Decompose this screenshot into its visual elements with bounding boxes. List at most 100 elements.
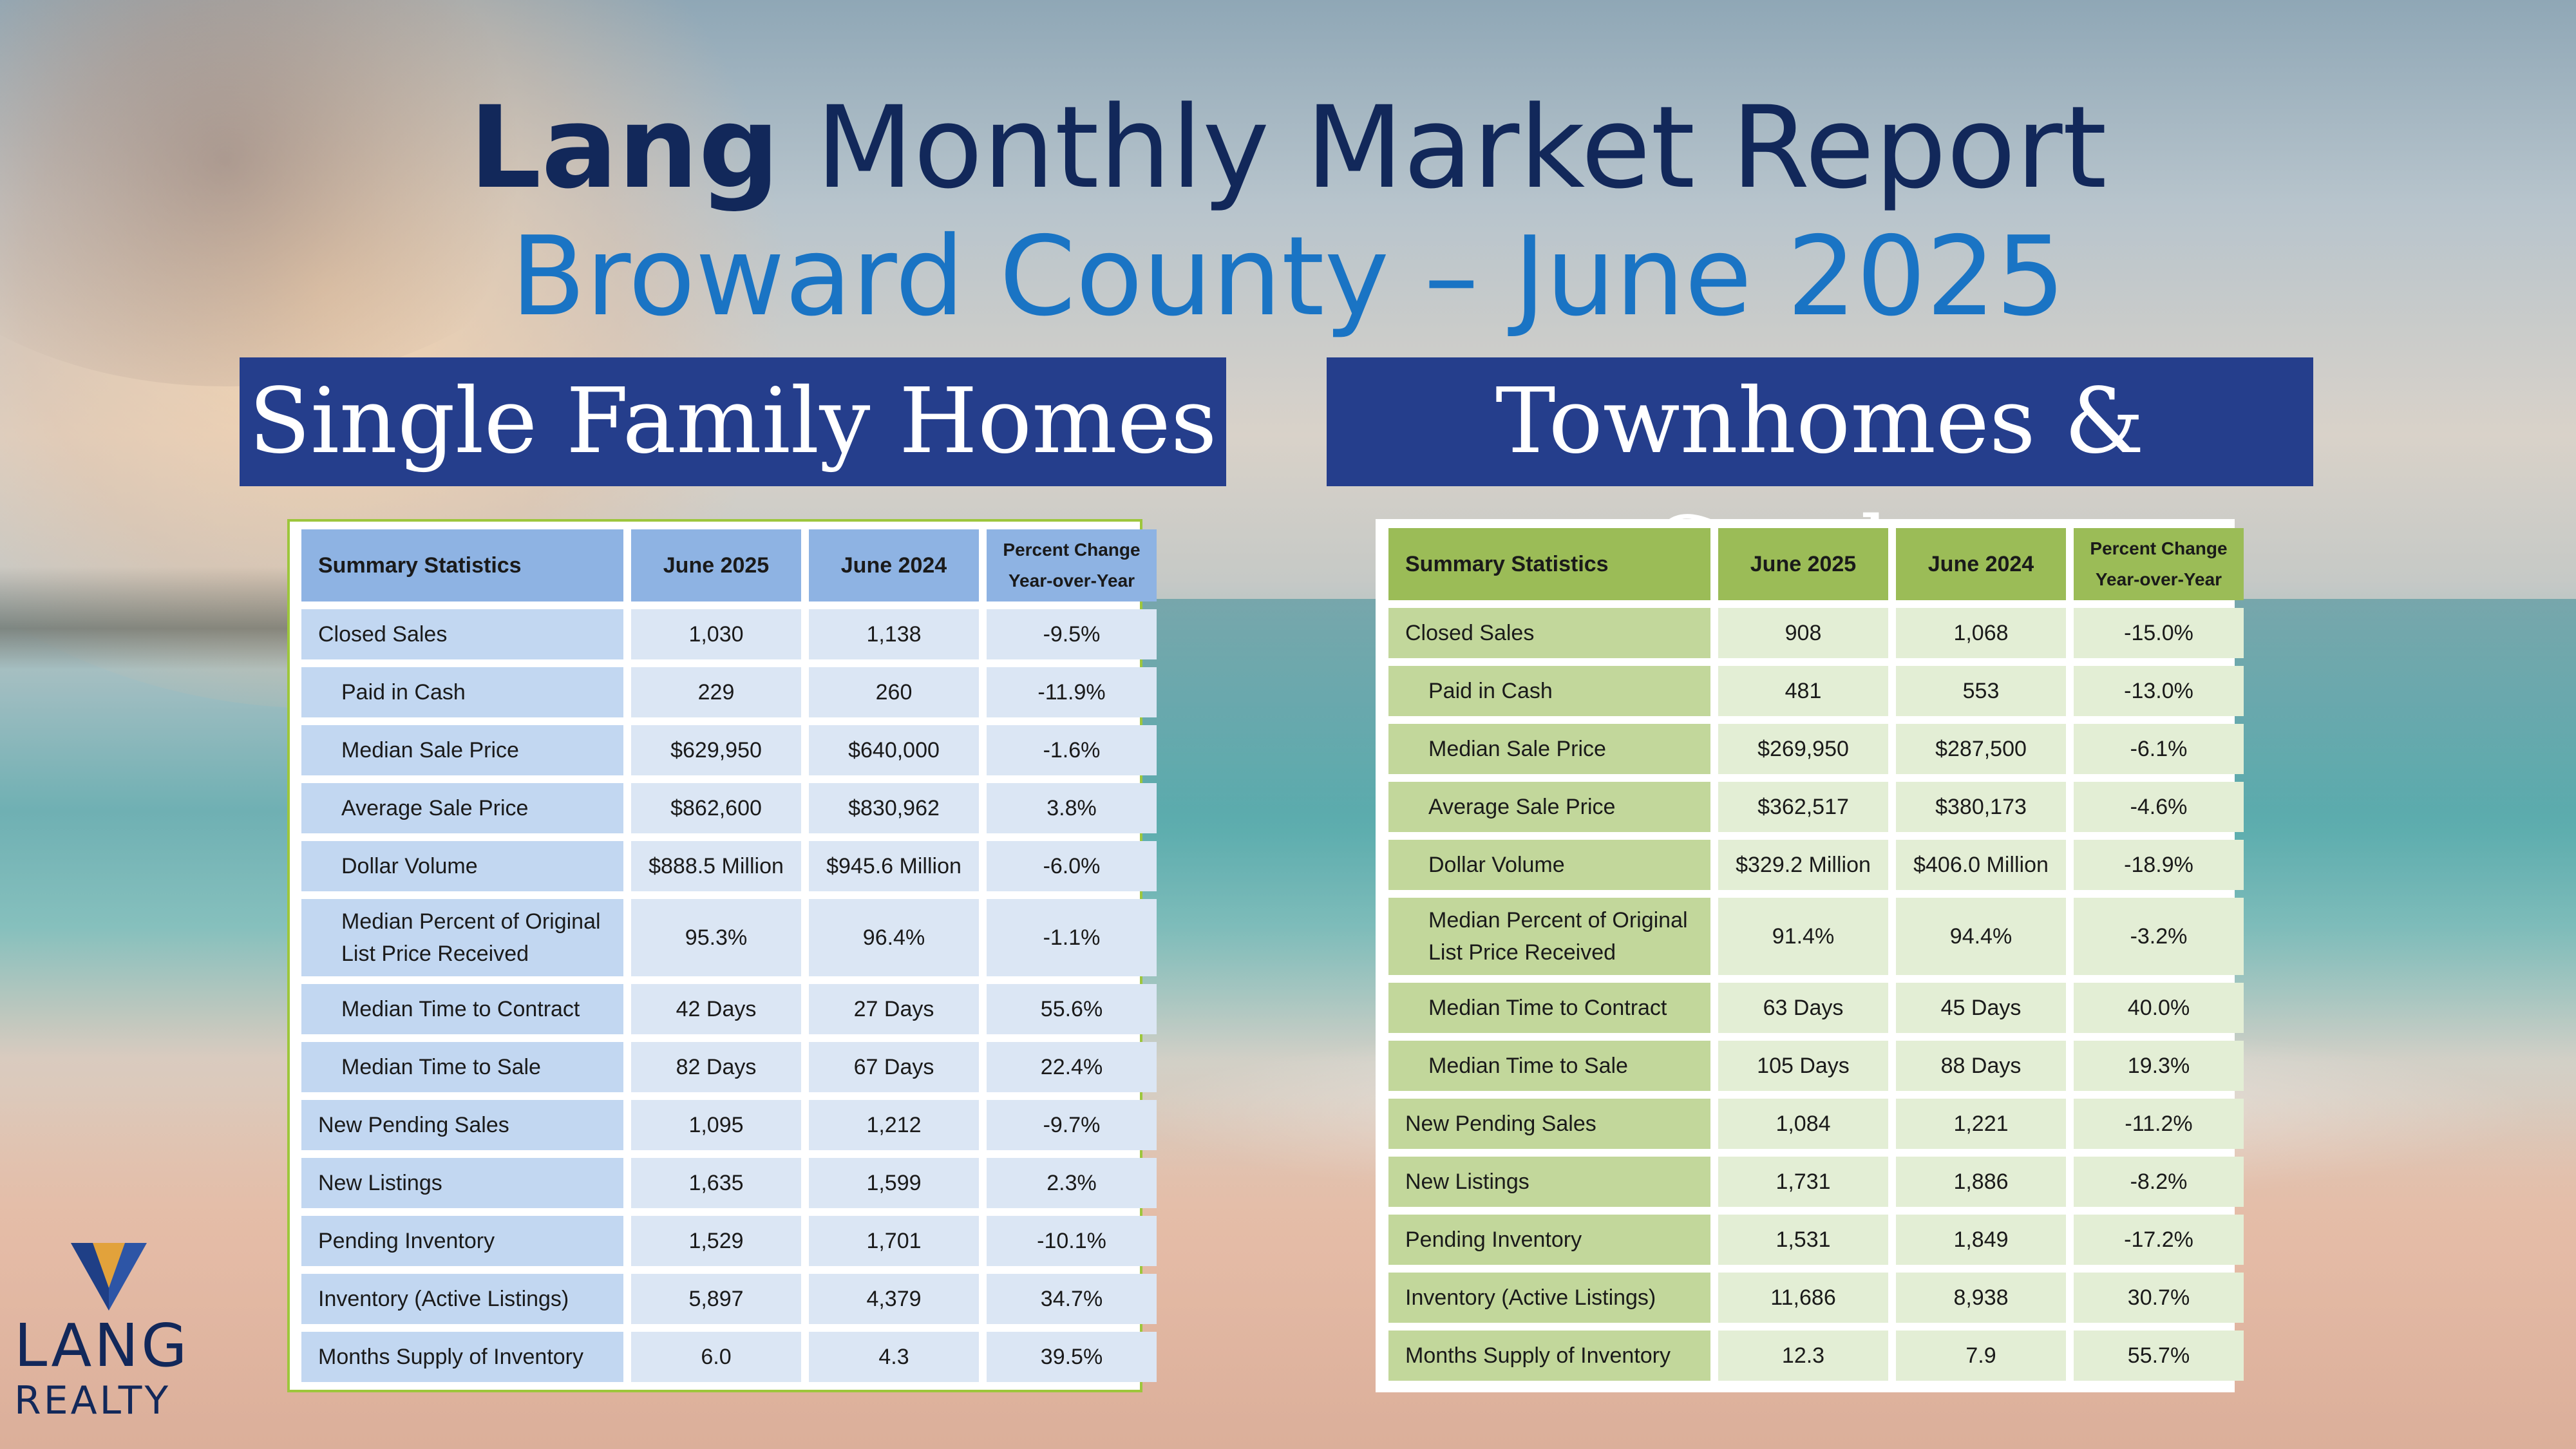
row-label: New Pending Sales (301, 1100, 623, 1150)
header-percent-change-line1: Percent Change (2090, 538, 2228, 558)
value-june-2024: 553 (1896, 666, 2066, 716)
value-percent-change: -1.6% (987, 725, 1157, 775)
table-row: Median Time to Contract 63 Days 45 Days 40.… (1385, 983, 2248, 1041)
value-percent-change: 55.7% (2074, 1331, 2244, 1381)
single-family-panel: Summary Statistics June 2025 June 2024 P… (287, 519, 1157, 1392)
value-percent-change: -4.6% (2074, 782, 2244, 832)
table-row: Months Supply of Inventory 6.0 4.3 39.5% (298, 1332, 1160, 1390)
value-june-2025: 1,084 (1718, 1099, 1888, 1149)
value-june-2025: 1,731 (1718, 1157, 1888, 1207)
header-percent-change: Percent Change Year-over-Year (987, 529, 1157, 601)
value-percent-change: 2.3% (987, 1158, 1157, 1208)
table-row: Paid in Cash 481 553 -13.0% (1385, 666, 2248, 724)
row-label-line2: List Price Received (1428, 940, 1616, 965)
value-june-2025: 63 Days (1718, 983, 1888, 1033)
row-label: New Pending Sales (1388, 1099, 1710, 1149)
header-summary-statistics: Summary Statistics (1388, 528, 1710, 600)
value-june-2025: 5,897 (631, 1274, 801, 1324)
table-row: Median Percent of Original List Price Rec… (1385, 898, 2248, 983)
value-june-2024: 7.9 (1896, 1331, 2066, 1381)
lang-realty-logo: LANG REALTY (14, 1243, 207, 1423)
value-june-2024: 260 (809, 667, 979, 717)
value-june-2025: $862,600 (631, 783, 801, 833)
value-june-2025: 1,531 (1718, 1215, 1888, 1265)
value-percent-change: -3.2% (2074, 898, 2244, 975)
table-row: Median Sale Price $269,950 $287,500 -6.1% (1385, 724, 2248, 782)
table-row: Closed Sales 1,030 1,138 -9.5% (298, 609, 1160, 667)
value-june-2024: $945.6 Million (809, 841, 979, 891)
row-label: Median Time to Contract (1388, 983, 1710, 1033)
row-label-line1: Median Percent of Original (341, 909, 601, 934)
row-label: Dollar Volume (1388, 840, 1710, 890)
table-row: Paid in Cash 229 260 -11.9% (298, 667, 1160, 725)
value-percent-change: -1.1% (987, 899, 1157, 976)
value-percent-change: 55.6% (987, 984, 1157, 1034)
table-row: Inventory (Active Listings) 11,686 8,938 30… (1385, 1273, 2248, 1331)
value-percent-change: -8.2% (2074, 1157, 2244, 1207)
header-summary-statistics: Summary Statistics (301, 529, 623, 601)
report-title-text: Monthly Market Report (815, 82, 2107, 214)
value-june-2024: 1,212 (809, 1100, 979, 1150)
value-june-2024: 4.3 (809, 1332, 979, 1382)
single-family-table: Summary Statistics June 2025 June 2024 P… (298, 529, 1160, 1390)
value-percent-change: 39.5% (987, 1332, 1157, 1382)
value-june-2024: $287,500 (1896, 724, 2066, 774)
value-june-2025: 1,030 (631, 609, 801, 659)
row-label-line1: Median Percent of Original (1428, 908, 1688, 933)
value-june-2024: 88 Days (1896, 1041, 2066, 1091)
table-row: Median Time to Sale 105 Days 88 Days 19.3% (1385, 1041, 2248, 1099)
table-row: New Listings 1,731 1,886 -8.2% (1385, 1157, 2248, 1215)
value-percent-change: -10.1% (987, 1216, 1157, 1266)
value-june-2025: 12.3 (1718, 1331, 1888, 1381)
logo-word-realty: REALTY (14, 1378, 171, 1423)
header-percent-change-line1: Percent Change (1003, 540, 1141, 560)
table-row: New Listings 1,635 1,599 2.3% (298, 1158, 1160, 1216)
value-june-2024: 27 Days (809, 984, 979, 1034)
table-header-row: Summary Statistics June 2025 June 2024 P… (1385, 528, 2248, 608)
value-june-2024: 1,221 (1896, 1099, 2066, 1149)
value-june-2025: $629,950 (631, 725, 801, 775)
townhomes-condos-panel: Summary Statistics June 2025 June 2024 P… (1376, 519, 2244, 1392)
row-label: New Listings (1388, 1157, 1710, 1207)
value-june-2024: $380,173 (1896, 782, 2066, 832)
value-june-2024: 4,379 (809, 1274, 979, 1324)
value-june-2024: 94.4% (1896, 898, 2066, 975)
row-label: Inventory (Active Listings) (301, 1274, 623, 1324)
value-percent-change: -11.2% (2074, 1099, 2244, 1149)
value-june-2025: 95.3% (631, 899, 801, 976)
row-label: Closed Sales (1388, 608, 1710, 658)
table-row: Dollar Volume $888.5 Million $945.6 Millio… (298, 841, 1160, 899)
single-family-banner: Single Family Homes (240, 357, 1226, 486)
value-june-2025: $888.5 Million (631, 841, 801, 891)
value-june-2025: 1,635 (631, 1158, 801, 1208)
value-percent-change: 22.4% (987, 1042, 1157, 1092)
row-label: Median Time to Sale (301, 1042, 623, 1092)
header-june-2024: June 2024 (809, 529, 979, 601)
value-june-2025: $329.2 Million (1718, 840, 1888, 890)
report-subtitle: Broward County – June 2025 (510, 213, 2066, 341)
row-label: Paid in Cash (1388, 666, 1710, 716)
value-percent-change: 30.7% (2074, 1273, 2244, 1323)
report-title: Lang Monthly Market Report (0, 84, 2576, 213)
row-label-line2: List Price Received (341, 942, 529, 966)
value-percent-change: -9.5% (987, 609, 1157, 659)
value-percent-change: -15.0% (2074, 608, 2244, 658)
table-row: Median Sale Price $629,950 $640,000 -1.6% (298, 725, 1160, 783)
row-label: New Listings (301, 1158, 623, 1208)
row-label: Median Sale Price (1388, 724, 1710, 774)
value-june-2024: 1,138 (809, 609, 979, 659)
table-row: Inventory (Active Listings) 5,897 4,379 34.… (298, 1274, 1160, 1332)
header-percent-change-line2: Year-over-Year (2095, 569, 2222, 589)
townhomes-condos-banner: Townhomes & Condos (1327, 357, 2313, 603)
row-label: Pending Inventory (301, 1216, 623, 1266)
value-june-2024: 1,849 (1896, 1215, 2066, 1265)
table-row: Average Sale Price $362,517 $380,173 -4.6% (1385, 782, 2248, 840)
value-june-2025: 105 Days (1718, 1041, 1888, 1091)
table-row: Dollar Volume $329.2 Million $406.0 Millio… (1385, 840, 2248, 898)
value-june-2024: 1,701 (809, 1216, 979, 1266)
value-june-2024: $830,962 (809, 783, 979, 833)
value-percent-change: -17.2% (2074, 1215, 2244, 1265)
value-percent-change: -9.7% (987, 1100, 1157, 1150)
row-label: Median Time to Sale (1388, 1041, 1710, 1091)
value-june-2025: 908 (1718, 608, 1888, 658)
